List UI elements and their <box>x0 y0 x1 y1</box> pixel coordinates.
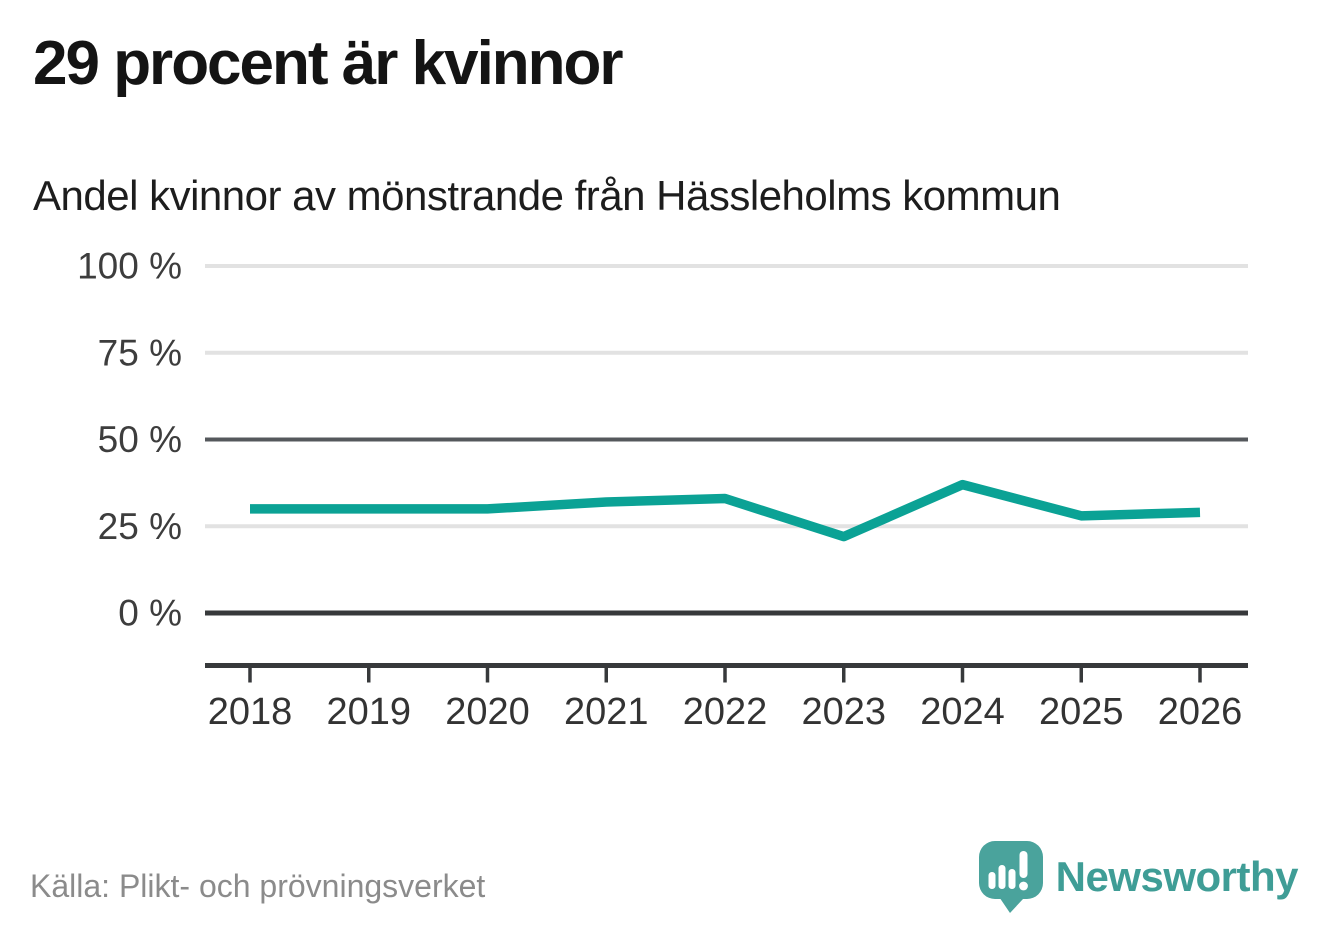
data-line-andel-kvinnor-av-m-nstrande <box>250 479 1201 542</box>
x-tick-label-2022: 2022 <box>683 691 768 733</box>
y-tick-label-50: 50 % <box>98 419 182 460</box>
brand-name: Newsworthy <box>1055 853 1299 900</box>
y-tick-label-0: 0 % <box>118 593 182 634</box>
chart-subtitle: Andel kvinnor av mönstrande från Hässleh… <box>33 172 1061 219</box>
x-tick-label-2019: 2019 <box>326 691 411 733</box>
x-tick-label-2020: 2020 <box>445 691 530 733</box>
x-tick-label-2024: 2024 <box>920 691 1005 733</box>
x-tick-label-2025: 2025 <box>1039 691 1124 733</box>
x-tick-label-2021: 2021 <box>564 691 649 733</box>
y-tick-label-25: 25 % <box>98 506 182 547</box>
page-title: 29 procent är kvinnor <box>33 29 624 98</box>
newsworthy-logo: Newsworthy <box>978 841 1299 913</box>
newsworthy-speech-bubble-bars-icon <box>978 841 1043 913</box>
y-tick-label-100: 100 % <box>77 246 182 287</box>
x-tick-label-2018: 2018 <box>208 691 293 733</box>
x-tick-label-2026: 2026 <box>1158 691 1243 733</box>
x-tick-label-2023: 2023 <box>801 691 886 733</box>
y-tick-label-75: 75 % <box>98 332 182 373</box>
source-note: Källa: Plikt- och prövningsverket <box>30 868 486 904</box>
